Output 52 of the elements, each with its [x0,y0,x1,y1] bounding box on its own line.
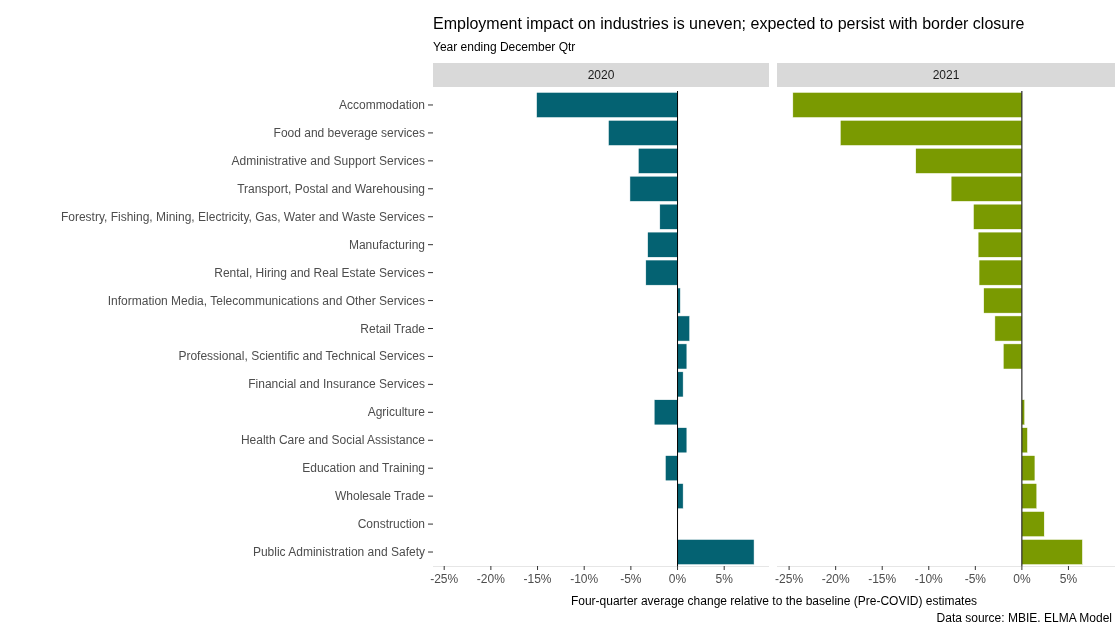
y-tick-label: Construction [357,517,425,532]
bar [608,120,678,146]
y-tick-label: Health Care and Social Assistance [240,433,426,448]
x-tick-label: -20% [476,572,506,586]
bar [629,175,678,202]
x-tick-label: 0% [1013,572,1031,586]
x-tick-label: 0% [668,572,687,586]
y-tick-label: Public Administration and Safety [252,545,425,560]
y-tick-label: Manufacturing [348,237,425,252]
y-tick-label: Administrative and Support Services [231,153,425,168]
y-tick-label: Professional, Scientific and Technical Services [178,349,425,364]
x-tick-label: -25% [430,572,459,586]
x-tick-label: -25% [775,572,804,586]
x-tick-label: -10% [570,572,599,586]
bar [1021,539,1083,565]
y-tick-label: Agriculture [367,405,426,420]
bar [638,148,678,174]
x-tick-label: 5% [1059,572,1078,586]
bar [665,455,678,482]
y-tick-label: Education and Training [302,461,425,476]
x-tick-label: -20% [821,572,850,586]
x-tick-label: -10% [914,572,944,586]
source-note: Data source: MBIE. ELMA Model [936,611,1112,625]
y-tick-label: Retail Trade [360,321,426,336]
bar [677,539,755,565]
y-tick-label: Financial and Insurance Services [248,377,425,392]
bar [915,148,1023,174]
series-label: 2020 [587,68,615,82]
y-tick-label: Transport, Postal and Warehousing [237,181,425,196]
y-tick-label: Wholesale Trade [334,489,426,504]
y-tick-label: Rental, Hiring and Real Estate Services [214,265,425,280]
chart-subtitle: Year ending December Qtr [433,40,576,54]
x-tick-label: -15% [868,572,897,586]
x-axis-title: Four-quarter average change relative to the baseline (Pre-COVID) estimates [570,594,978,608]
y-tick-label: Forestry, Fishing, Mining, Electricity, Gas, Water and Waste Services [60,209,425,224]
y-tick-label: Information Media, Telecommunications and Other Services [107,293,425,308]
x-tick-label: -5% [620,572,642,586]
chart-title: Employment impact on industries is uneven; expected to persist with border closure [433,15,1025,32]
x-tick-label: 5% [715,572,734,586]
bar [1021,455,1036,482]
bar [653,399,678,426]
x-tick-label: -5% [964,572,987,586]
x-tick-label: -15% [523,572,552,586]
bar [950,175,1023,202]
y-tick-label: Food and beverage services [273,125,425,140]
bar [840,120,1023,146]
bar [1021,511,1045,537]
series-label: 2021 [932,68,960,82]
bar [536,92,678,118]
bar [792,92,1023,118]
bar [1021,483,1038,509]
y-tick-label: Accommodation [338,97,425,112]
